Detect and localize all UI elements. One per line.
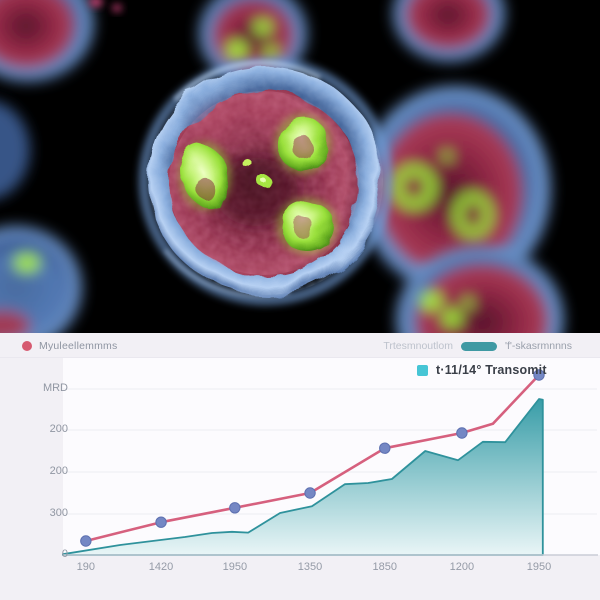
y-tick-label: 200	[49, 465, 68, 477]
cell-graphic	[0, 226, 82, 333]
nucleoli-green	[181, 117, 334, 251]
area-series-swatch	[417, 364, 428, 376]
background-cells	[0, 0, 564, 333]
data-point-marker[interactable]	[456, 427, 468, 439]
legend-pill-swatch[interactable]	[460, 341, 497, 351]
x-tick-label: 1420	[148, 561, 174, 573]
data-point-marker[interactable]	[533, 369, 545, 381]
chart-panel: Myuleellemmms Trtesmnoutlom 'f'-skasrmnn…	[0, 333, 600, 600]
line-series-label: Myuleellemmms	[39, 340, 118, 352]
legend-right-group: Trtesmnoutlom 'f'-skasrmnnns	[383, 340, 572, 352]
line-series-swatch	[22, 341, 32, 351]
y-tick-label: 0	[61, 548, 68, 560]
data-point-marker[interactable]	[155, 516, 167, 528]
y-tick-label: MRD	[42, 382, 68, 394]
y-tick-label: 200	[49, 423, 68, 435]
main-cell	[139, 57, 393, 305]
microscopy-canvas	[0, 0, 564, 333]
x-tick-label: 1200	[449, 561, 475, 573]
microscopy-image	[0, 0, 600, 333]
area-series-label: t·11/14° Transomit	[436, 363, 547, 377]
y-tick-label: 300	[49, 507, 68, 519]
legend-item-area[interactable]: t·11/14° Transomit	[417, 363, 547, 377]
legend-right-text-1: Trtesmnoutlom	[383, 340, 453, 352]
data-point-marker[interactable]	[379, 442, 391, 454]
legend-right-text-2: 'f'-skasrmnnns	[504, 340, 572, 352]
data-point-marker[interactable]	[229, 502, 241, 514]
x-tick-label: 1950	[222, 561, 248, 573]
data-point-marker[interactable]	[304, 487, 316, 499]
chart-legend: Myuleellemmms Trtesmnoutlom 'f'-skasrmnn…	[0, 335, 600, 358]
chart-canvas	[62, 358, 600, 556]
area-series	[62, 398, 544, 556]
x-tick-label: 1350	[297, 561, 323, 573]
cell-graphic	[396, 246, 564, 333]
cell-graphic	[359, 86, 551, 294]
cell-graphic	[0, 0, 94, 82]
x-tick-label: 1850	[372, 561, 398, 573]
legend-item-line[interactable]: Myuleellemmms	[22, 340, 117, 352]
cell-graphic	[393, 0, 505, 62]
x-tick-label: 1950	[526, 561, 552, 573]
x-tick-label: 190	[76, 561, 96, 573]
data-point-marker[interactable]	[80, 535, 92, 547]
cell-graphic	[0, 102, 30, 198]
line-series	[84, 373, 541, 543]
